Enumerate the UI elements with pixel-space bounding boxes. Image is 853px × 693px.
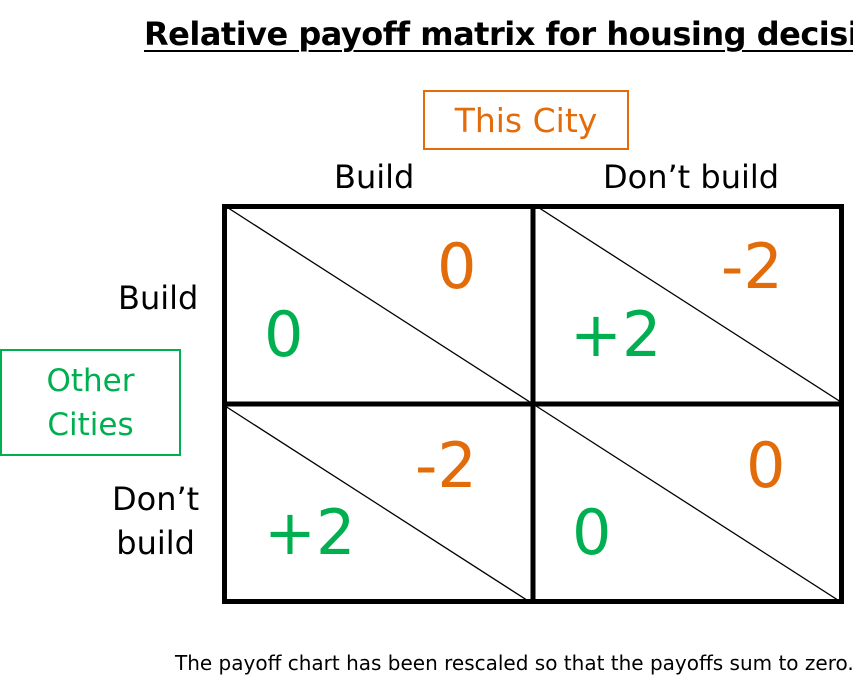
payoff-other-cities-build-dont-build: +2 [570,298,662,371]
payoff-other-cities-build-build: 0 [264,298,304,371]
row-strategy-dont-build: Don’t build [112,477,199,565]
cell-diagonal-build-dont-build [532,204,844,405]
payoff-matrix: 0 0 -2 +2 -2 +2 0 0 [222,204,844,604]
payoff-matrix-grid [222,204,844,604]
cell-diagonals [222,204,844,604]
column-strategy-dont-build: Don’t build [603,158,780,196]
row-strategy-build: Build [118,276,198,320]
cell-diagonal-dont-build-dont-build [532,403,844,604]
payoff-this-city-build-build: 0 [437,230,477,303]
diagram-title: Relative payoff matrix for housing decis… [144,15,853,53]
cell-diagonal-build-build [222,204,534,405]
row-strategy-build-line-1: Build [118,279,199,317]
cell-diagonal-dont-build-build [222,403,534,604]
column-player-label: This City [454,100,598,140]
payoff-this-city-build-dont-build: -2 [721,230,783,303]
column-player-box: This City [423,90,629,150]
footnote: The payoff chart has been rescaled so th… [175,651,853,675]
column-strategy-build: Build [334,158,415,196]
payoff-other-cities-dont-build-dont-build: 0 [572,496,612,569]
row-strategy-dont-build-line-2: build [116,524,195,562]
row-player-box: Other Cities [0,349,181,456]
payoff-this-city-dont-build-build: -2 [415,429,477,502]
row-player-label-line-2: Cities [47,406,134,443]
payoff-other-cities-dont-build-build: +2 [264,496,356,569]
row-player-label-line-1: Other [46,362,135,399]
row-strategy-dont-build-line-1: Don’t [112,480,200,518]
payoff-this-city-dont-build-dont-build: 0 [746,429,786,502]
